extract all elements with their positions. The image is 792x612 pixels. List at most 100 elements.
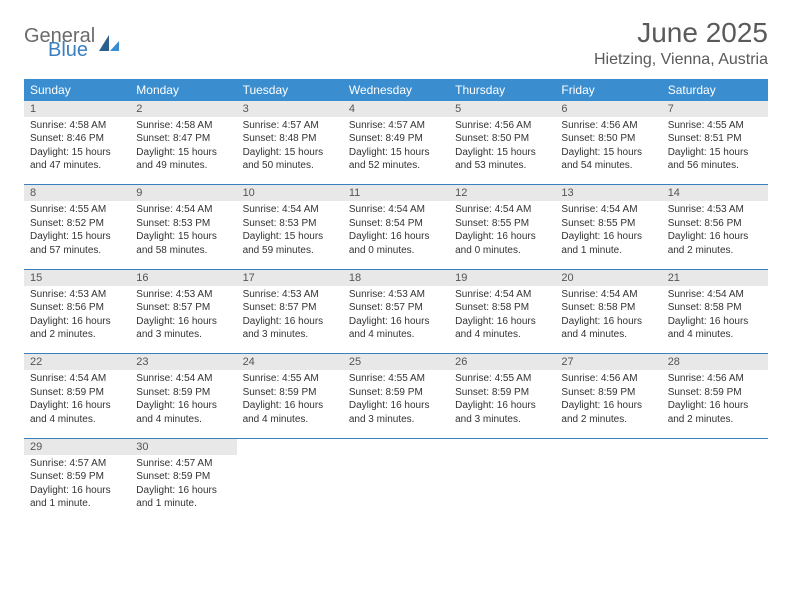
weekday-header: Friday	[555, 79, 661, 101]
day-details: Sunrise: 4:57 AMSunset: 8:59 PMDaylight:…	[130, 455, 236, 515]
weekday-header: Saturday	[662, 79, 768, 101]
day-cell: 13Sunrise: 4:54 AMSunset: 8:55 PMDayligh…	[555, 185, 661, 269]
logo-word-blue: Blue	[48, 40, 95, 60]
month-title: June 2025	[594, 18, 768, 49]
day-number: 11	[343, 185, 449, 201]
day-number: 2	[130, 101, 236, 117]
weekday-header: Tuesday	[237, 79, 343, 101]
day-number: 30	[130, 439, 236, 455]
day-number: 3	[237, 101, 343, 117]
day-number: 24	[237, 354, 343, 370]
logo: General Blue	[24, 26, 121, 60]
day-number: 23	[130, 354, 236, 370]
day-number: 10	[237, 185, 343, 201]
day-details: Sunrise: 4:58 AMSunset: 8:47 PMDaylight:…	[130, 117, 236, 177]
day-details: Sunrise: 4:55 AMSunset: 8:52 PMDaylight:…	[24, 201, 130, 261]
header: General Blue June 2025 Hietzing, Vienna,…	[24, 18, 768, 69]
day-cell: 23Sunrise: 4:54 AMSunset: 8:59 PMDayligh…	[130, 354, 236, 438]
day-details: Sunrise: 4:54 AMSunset: 8:55 PMDaylight:…	[555, 201, 661, 261]
day-details: Sunrise: 4:54 AMSunset: 8:55 PMDaylight:…	[449, 201, 555, 261]
empty-cell	[343, 439, 449, 523]
day-cell: 30Sunrise: 4:57 AMSunset: 8:59 PMDayligh…	[130, 439, 236, 523]
day-cell: 16Sunrise: 4:53 AMSunset: 8:57 PMDayligh…	[130, 270, 236, 354]
day-cell: 1Sunrise: 4:58 AMSunset: 8:46 PMDaylight…	[24, 101, 130, 185]
day-details: Sunrise: 4:54 AMSunset: 8:58 PMDaylight:…	[449, 286, 555, 346]
day-cell: 20Sunrise: 4:54 AMSunset: 8:58 PMDayligh…	[555, 270, 661, 354]
day-number: 26	[449, 354, 555, 370]
day-number: 9	[130, 185, 236, 201]
day-cell: 4Sunrise: 4:57 AMSunset: 8:49 PMDaylight…	[343, 101, 449, 185]
day-number: 6	[555, 101, 661, 117]
day-number: 28	[662, 354, 768, 370]
day-number: 5	[449, 101, 555, 117]
empty-cell	[237, 439, 343, 523]
day-details: Sunrise: 4:55 AMSunset: 8:59 PMDaylight:…	[237, 370, 343, 430]
day-details: Sunrise: 4:53 AMSunset: 8:56 PMDaylight:…	[24, 286, 130, 346]
day-details: Sunrise: 4:57 AMSunset: 8:59 PMDaylight:…	[24, 455, 130, 515]
day-details: Sunrise: 4:54 AMSunset: 8:53 PMDaylight:…	[237, 201, 343, 261]
day-details: Sunrise: 4:56 AMSunset: 8:50 PMDaylight:…	[449, 117, 555, 177]
day-cell: 22Sunrise: 4:54 AMSunset: 8:59 PMDayligh…	[24, 354, 130, 438]
day-cell: 26Sunrise: 4:55 AMSunset: 8:59 PMDayligh…	[449, 354, 555, 438]
day-details: Sunrise: 4:57 AMSunset: 8:48 PMDaylight:…	[237, 117, 343, 177]
day-number: 16	[130, 270, 236, 286]
day-cell: 11Sunrise: 4:54 AMSunset: 8:54 PMDayligh…	[343, 185, 449, 269]
day-number: 20	[555, 270, 661, 286]
day-cell: 15Sunrise: 4:53 AMSunset: 8:56 PMDayligh…	[24, 270, 130, 354]
day-number: 17	[237, 270, 343, 286]
logo-text: General Blue	[24, 26, 95, 60]
day-details: Sunrise: 4:56 AMSunset: 8:50 PMDaylight:…	[555, 117, 661, 177]
day-cell: 25Sunrise: 4:55 AMSunset: 8:59 PMDayligh…	[343, 354, 449, 438]
day-cell: 29Sunrise: 4:57 AMSunset: 8:59 PMDayligh…	[24, 439, 130, 523]
week-row: 8Sunrise: 4:55 AMSunset: 8:52 PMDaylight…	[24, 185, 768, 269]
day-details: Sunrise: 4:58 AMSunset: 8:46 PMDaylight:…	[24, 117, 130, 177]
day-number: 8	[24, 185, 130, 201]
weekday-header: Thursday	[449, 79, 555, 101]
day-details: Sunrise: 4:57 AMSunset: 8:49 PMDaylight:…	[343, 117, 449, 177]
day-details: Sunrise: 4:54 AMSunset: 8:58 PMDaylight:…	[555, 286, 661, 346]
day-details: Sunrise: 4:55 AMSunset: 8:59 PMDaylight:…	[449, 370, 555, 430]
week-row: 29Sunrise: 4:57 AMSunset: 8:59 PMDayligh…	[24, 439, 768, 523]
day-cell: 12Sunrise: 4:54 AMSunset: 8:55 PMDayligh…	[449, 185, 555, 269]
day-cell: 19Sunrise: 4:54 AMSunset: 8:58 PMDayligh…	[449, 270, 555, 354]
day-details: Sunrise: 4:55 AMSunset: 8:51 PMDaylight:…	[662, 117, 768, 177]
day-number: 14	[662, 185, 768, 201]
day-number: 19	[449, 270, 555, 286]
weekday-header: Wednesday	[343, 79, 449, 101]
day-cell: 14Sunrise: 4:53 AMSunset: 8:56 PMDayligh…	[662, 185, 768, 269]
weekday-header-row: Sunday Monday Tuesday Wednesday Thursday…	[24, 79, 768, 101]
empty-cell	[555, 439, 661, 523]
week-row: 1Sunrise: 4:58 AMSunset: 8:46 PMDaylight…	[24, 101, 768, 185]
calendar-grid: Sunday Monday Tuesday Wednesday Thursday…	[24, 79, 768, 523]
day-details: Sunrise: 4:54 AMSunset: 8:59 PMDaylight:…	[130, 370, 236, 430]
day-cell: 24Sunrise: 4:55 AMSunset: 8:59 PMDayligh…	[237, 354, 343, 438]
day-details: Sunrise: 4:56 AMSunset: 8:59 PMDaylight:…	[662, 370, 768, 430]
empty-cell	[449, 439, 555, 523]
empty-cell	[662, 439, 768, 523]
day-number: 27	[555, 354, 661, 370]
day-cell: 17Sunrise: 4:53 AMSunset: 8:57 PMDayligh…	[237, 270, 343, 354]
calendar-page: General Blue June 2025 Hietzing, Vienna,…	[0, 0, 792, 612]
day-cell: 5Sunrise: 4:56 AMSunset: 8:50 PMDaylight…	[449, 101, 555, 185]
day-number: 12	[449, 185, 555, 201]
day-cell: 8Sunrise: 4:55 AMSunset: 8:52 PMDaylight…	[24, 185, 130, 269]
day-cell: 18Sunrise: 4:53 AMSunset: 8:57 PMDayligh…	[343, 270, 449, 354]
day-number: 1	[24, 101, 130, 117]
day-details: Sunrise: 4:54 AMSunset: 8:54 PMDaylight:…	[343, 201, 449, 261]
day-details: Sunrise: 4:53 AMSunset: 8:56 PMDaylight:…	[662, 201, 768, 261]
day-number: 7	[662, 101, 768, 117]
day-number: 4	[343, 101, 449, 117]
day-number: 13	[555, 185, 661, 201]
day-details: Sunrise: 4:53 AMSunset: 8:57 PMDaylight:…	[130, 286, 236, 346]
logo-sail-icon	[97, 33, 121, 53]
week-row: 15Sunrise: 4:53 AMSunset: 8:56 PMDayligh…	[24, 270, 768, 354]
day-cell: 9Sunrise: 4:54 AMSunset: 8:53 PMDaylight…	[130, 185, 236, 269]
day-number: 21	[662, 270, 768, 286]
day-cell: 6Sunrise: 4:56 AMSunset: 8:50 PMDaylight…	[555, 101, 661, 185]
day-number: 15	[24, 270, 130, 286]
location: Hietzing, Vienna, Austria	[594, 51, 768, 69]
day-cell: 27Sunrise: 4:56 AMSunset: 8:59 PMDayligh…	[555, 354, 661, 438]
title-block: June 2025 Hietzing, Vienna, Austria	[594, 18, 768, 69]
day-details: Sunrise: 4:54 AMSunset: 8:59 PMDaylight:…	[24, 370, 130, 430]
day-number: 25	[343, 354, 449, 370]
